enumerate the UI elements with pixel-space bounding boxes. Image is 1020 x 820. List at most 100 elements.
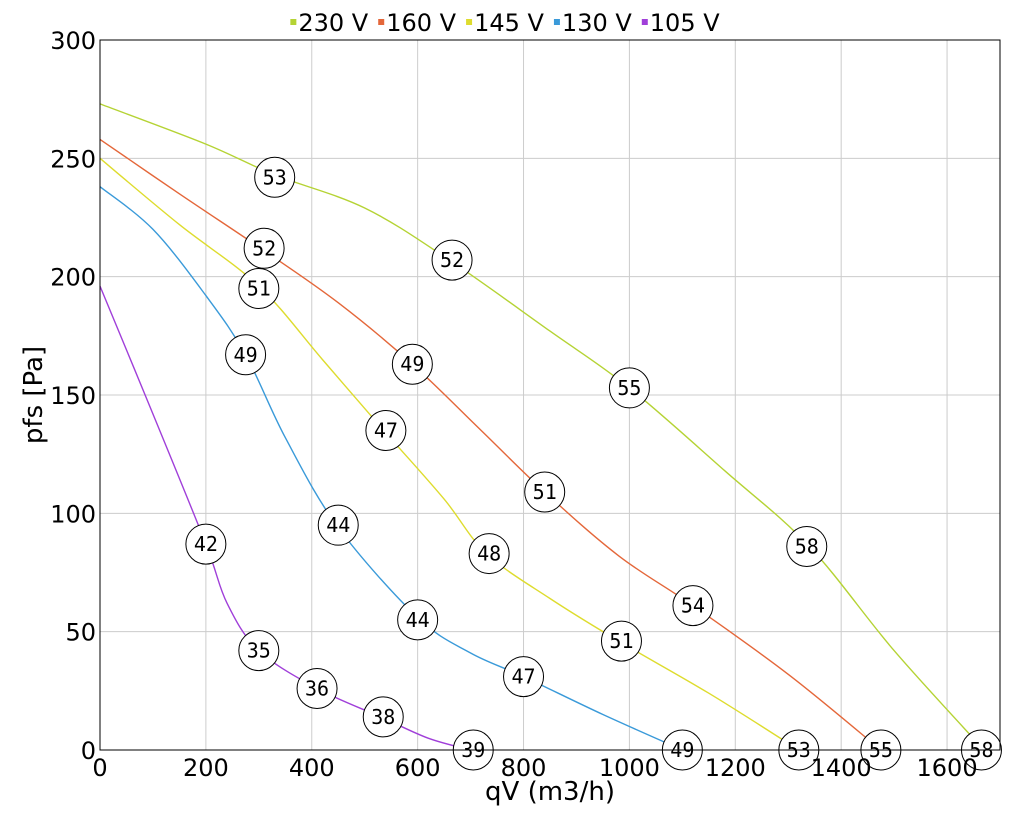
operating-point-marker: 55 (608, 367, 650, 409)
legend-swatch (378, 19, 385, 25)
series-layer (99, 103, 985, 751)
x-tick-label: 800 (501, 754, 547, 782)
x-tick-label: 1600 (917, 754, 978, 782)
marker-circle (468, 533, 510, 575)
operating-point-marker: 49 (225, 334, 267, 376)
operating-point-marker: 53 (254, 156, 296, 198)
marker-circle (786, 525, 828, 567)
marker-circle (365, 410, 407, 451)
x-tick-label: 400 (289, 754, 335, 782)
marker-circle (503, 656, 545, 698)
legend-item: 105 V (641, 9, 720, 37)
marker-label: 49 (400, 352, 424, 376)
operating-point-marker: 47 (503, 656, 545, 698)
legend-label: 130 V (562, 9, 632, 37)
marker-label: 42 (194, 532, 218, 556)
legend-label: 145 V (474, 9, 544, 37)
marker-label: 58 (795, 534, 819, 558)
legend-item: 230 V (290, 9, 369, 37)
legend-swatch (641, 19, 648, 25)
marker-label: 38 (371, 705, 395, 729)
marker-circle (243, 227, 285, 269)
legend: 230 V 160 V 145 V 130 V 105 V (290, 9, 720, 37)
marker-circle (225, 334, 267, 376)
legend-item: 145 V (466, 9, 545, 37)
x-tick-label: 0 (92, 754, 107, 782)
operating-point-marker: 51 (238, 268, 280, 309)
operating-point-marker: 48 (468, 533, 510, 575)
marker-circle (362, 696, 404, 738)
y-axis-label: pfs [Pa] (19, 346, 49, 444)
marker-layer: 5352555858524951545551474851534944444749… (185, 156, 1002, 771)
marker-circle (391, 343, 433, 385)
marker-circle (608, 367, 650, 409)
operating-point-marker: 44 (397, 599, 439, 641)
legend-label: 105 V (650, 9, 720, 37)
x-tick-label: 1400 (811, 754, 872, 782)
operating-point-marker: 44 (317, 504, 359, 546)
marker-label: 36 (305, 676, 329, 700)
operating-point-marker: 49 (391, 343, 433, 385)
marker-label: 44 (406, 608, 430, 632)
y-tick-label: 300 (50, 27, 96, 55)
legend-swatch (466, 19, 473, 25)
marker-circle (238, 630, 280, 672)
y-tick-label: 100 (50, 500, 96, 528)
y-tick-label: 0 (81, 737, 96, 765)
operating-point-marker: 54 (672, 585, 714, 627)
operating-point-marker: 58 (786, 525, 828, 567)
x-tick-label: 1000 (599, 754, 660, 782)
marker-label: 47 (511, 665, 535, 689)
operating-point-marker: 42 (185, 523, 227, 565)
marker-label: 44 (326, 513, 350, 537)
x-tick-label: 200 (183, 754, 229, 782)
legend-item: 160 V (378, 9, 457, 37)
marker-circle (672, 585, 714, 627)
legend-swatch (290, 19, 297, 25)
marker-circle (185, 523, 227, 565)
y-axis-ticks: 0 50 100 150 200 250 300 (50, 27, 96, 765)
x-axis-label: qV (m3/h) (485, 777, 615, 807)
legend-item: 130 V (553, 9, 632, 37)
y-tick-label: 50 (65, 619, 96, 647)
series-line-130v (99, 186, 683, 751)
operating-point-marker: 47 (365, 410, 407, 451)
operating-point-marker: 51 (524, 471, 566, 513)
operating-point-marker: 38 (362, 696, 404, 738)
marker-label: 49 (234, 343, 258, 367)
legend-swatch (553, 19, 560, 25)
x-tick-label: 1200 (705, 754, 766, 782)
grid (99, 39, 1000, 751)
series-line-145v (99, 157, 800, 751)
x-tick-label: 600 (395, 754, 441, 782)
plot-frame (99, 39, 1001, 751)
marker-label: 51 (247, 277, 271, 301)
x-axis-ticks: 0 200 400 600 800 1000 1200 1400 1600 (92, 754, 977, 782)
marker-circle (524, 471, 566, 513)
marker-label: 51 (533, 480, 557, 504)
y-tick-label: 250 (50, 145, 96, 173)
y-tick-label: 150 (50, 382, 96, 410)
marker-circle (600, 620, 642, 662)
marker-circle (238, 268, 280, 309)
series-line-230v (99, 103, 985, 751)
marker-circle (431, 239, 473, 281)
marker-label: 55 (617, 376, 641, 400)
marker-circle (254, 156, 296, 198)
series-line-160v (99, 138, 882, 751)
operating-point-marker: 35 (238, 630, 280, 672)
marker-label: 52 (252, 236, 276, 260)
marker-circle (296, 667, 338, 709)
y-tick-label: 200 (50, 264, 96, 292)
marker-label: 52 (440, 248, 464, 272)
marker-circle (397, 599, 439, 641)
operating-point-marker: 52 (243, 227, 285, 269)
marker-label: 53 (263, 165, 287, 189)
marker-label: 51 (609, 629, 633, 653)
marker-label: 35 (247, 639, 271, 663)
marker-label: 54 (681, 594, 705, 618)
operating-point-marker: 51 (600, 620, 642, 662)
marker-circle (317, 504, 359, 546)
legend-label: 230 V (298, 9, 368, 37)
